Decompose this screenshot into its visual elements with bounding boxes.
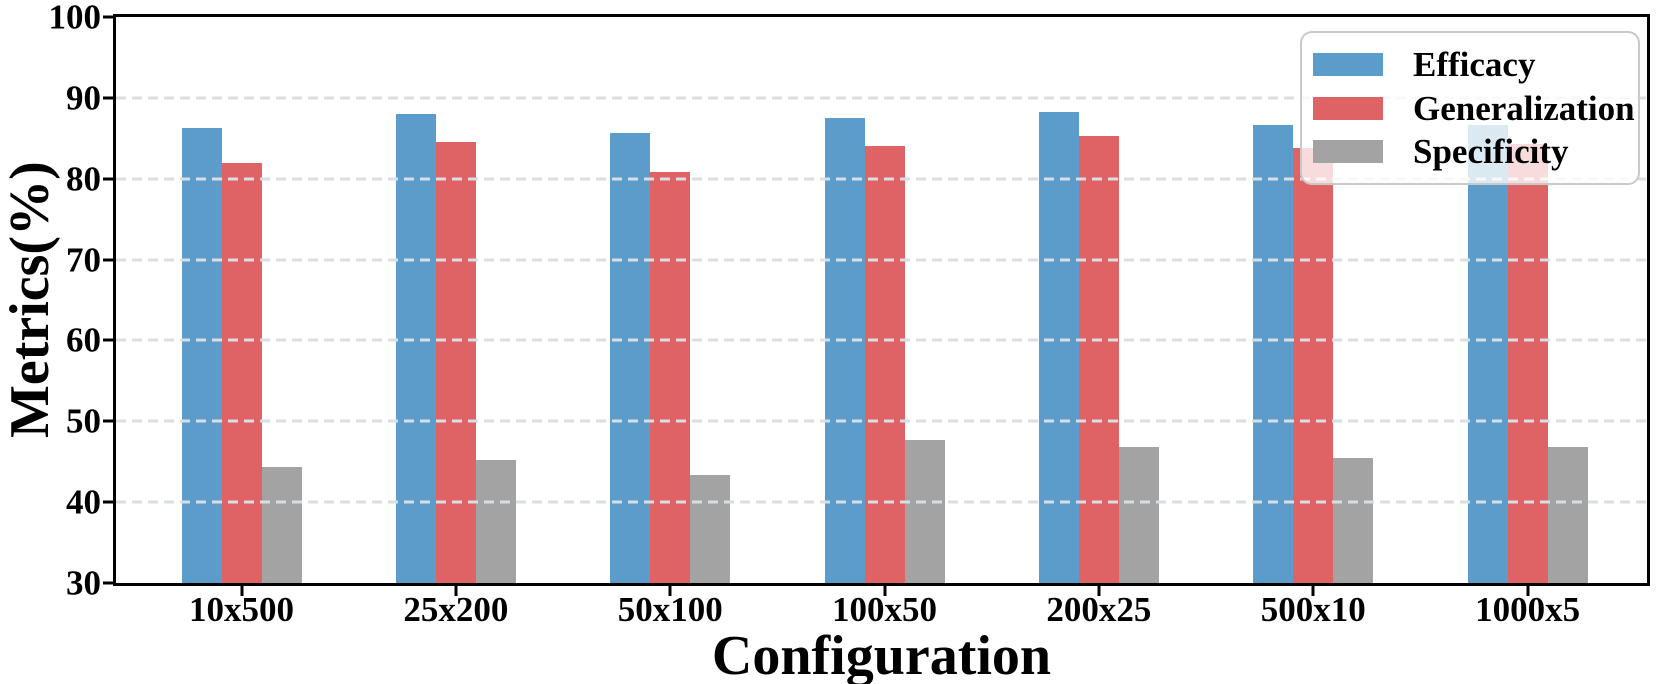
gridline-60 [116, 338, 1647, 342]
x-tick-mark-100x50 [883, 586, 887, 596]
gridline-40 [116, 500, 1647, 504]
legend-swatch-specificity [1313, 140, 1383, 164]
bar-specificity-100x50 [904, 439, 945, 583]
bar-specificity-10x500 [261, 466, 302, 583]
y-tick-label-70: 70 [66, 240, 101, 280]
bar-generalization-50x100 [650, 172, 691, 583]
bar-specificity-1000x5 [1547, 447, 1588, 583]
x-tick-mark-10x500 [240, 586, 244, 596]
x-tick-mark-50x100 [668, 586, 672, 596]
x-tick-mark-500x10 [1311, 586, 1315, 596]
y-tick-label-100: 100 [48, 0, 102, 37]
y-tick-label-80: 80 [66, 159, 101, 199]
legend-swatch-generalization [1313, 96, 1383, 120]
gridline-90 [116, 96, 1647, 100]
y-tick-label-40: 40 [66, 482, 101, 522]
y-tick-mark-90 [103, 96, 116, 100]
x-tick-label-200x25: 200x25 [1046, 590, 1152, 629]
legend-row-efficacy: Efficacy [1302, 47, 1638, 82]
x-tick-label-1000x5: 1000x5 [1475, 590, 1581, 629]
bar-specificity-25x200 [475, 460, 516, 583]
bar-specificity-200x25 [1118, 447, 1159, 583]
legend-row-specificity: Specificity [1302, 134, 1638, 169]
x-tick-label-25x200: 25x200 [403, 590, 509, 629]
legend-row-generalization: Generalization [1302, 91, 1638, 126]
bar-generalization-200x25 [1078, 135, 1119, 583]
bar-efficacy-10x500 [181, 127, 222, 583]
legend-label-specificity: Specificity [1413, 132, 1569, 172]
y-tick-mark-80 [103, 177, 116, 181]
bar-efficacy-100x50 [824, 118, 865, 583]
y-tick-mark-100 [103, 15, 116, 19]
y-tick-mark-60 [103, 338, 116, 342]
bar-generalization-1000x5 [1507, 143, 1548, 583]
y-tick-mark-70 [103, 258, 116, 262]
bar-specificity-500x10 [1333, 458, 1374, 583]
bar-generalization-100x50 [864, 145, 905, 583]
gridline-70 [116, 258, 1647, 262]
legend-label-generalization: Generalization [1413, 88, 1635, 128]
bar-generalization-25x200 [435, 141, 476, 583]
y-tick-label-50: 50 [66, 401, 101, 441]
y-tick-label-90: 90 [66, 78, 101, 118]
x-tick-label-10x500: 10x500 [189, 590, 295, 629]
x-tick-label-500x10: 500x10 [1260, 590, 1366, 629]
y-tick-mark-30 [103, 581, 116, 585]
bar-specificity-50x100 [690, 475, 731, 583]
bar-efficacy-500x10 [1253, 125, 1294, 583]
x-axis-label: Configuration [711, 625, 1052, 684]
y-tick-label-60: 60 [66, 320, 101, 360]
legend-label-efficacy: Efficacy [1413, 44, 1536, 84]
gridline-80 [116, 177, 1647, 181]
legend: Efficacy Generalization Specificity [1300, 31, 1640, 185]
legend-swatch-efficacy [1313, 52, 1383, 76]
bar-efficacy-1000x5 [1467, 124, 1508, 583]
y-tick-mark-40 [103, 500, 116, 504]
x-tick-label-50x100: 50x100 [617, 590, 723, 629]
bar-generalization-10x500 [221, 163, 262, 583]
x-tick-mark-1000x5 [1526, 586, 1530, 596]
x-tick-mark-25x200 [454, 586, 458, 596]
bar-efficacy-200x25 [1038, 112, 1079, 583]
bar-efficacy-50x100 [610, 133, 651, 583]
x-tick-mark-200x25 [1097, 586, 1101, 596]
bar-efficacy-25x200 [395, 114, 436, 583]
y-tick-mark-50 [103, 419, 116, 423]
plot-area: 30 40 50 60 70 80 90 100 10x500 25x200 50x100 100x5… [49, 0, 1650, 627]
gridline-50 [116, 419, 1647, 423]
x-tick-label-100x50: 100x50 [832, 590, 938, 629]
bar-generalization-500x10 [1293, 148, 1334, 583]
y-tick-label-30: 30 [66, 563, 101, 603]
